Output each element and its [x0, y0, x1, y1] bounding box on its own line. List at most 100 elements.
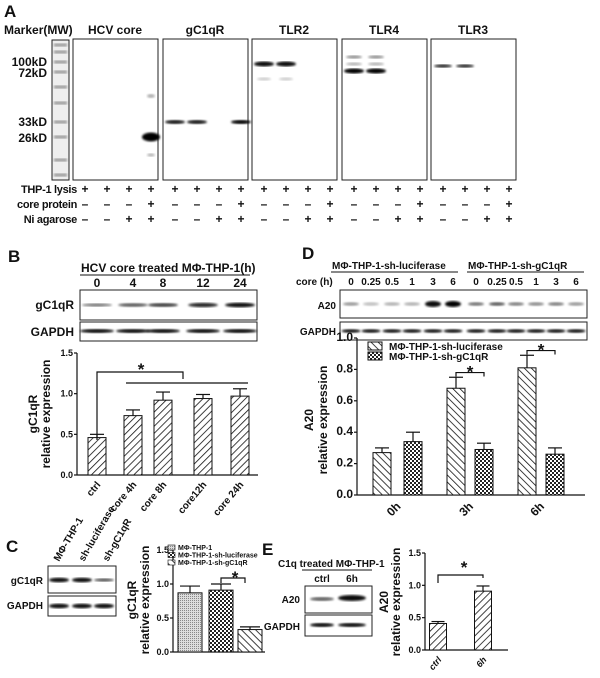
- timepoint-label: 1: [533, 277, 539, 288]
- blot-band: [361, 329, 381, 333]
- blot-band: [425, 301, 441, 307]
- blot-band: [404, 302, 420, 306]
- significance-star: *: [232, 568, 239, 587]
- condition-value: +: [304, 212, 311, 226]
- significance-bracket: [96, 371, 184, 440]
- y-tick-label: 0.0: [408, 645, 421, 655]
- timepoint-label: 0: [473, 277, 479, 288]
- blot-gapdh-d: [339, 321, 588, 341]
- condition-value: –: [440, 197, 447, 211]
- condition-value: +: [483, 212, 490, 226]
- blot-band: [468, 302, 484, 306]
- marker-band: [54, 173, 67, 177]
- y-tick-label: 1.5: [408, 548, 421, 558]
- mw-label: 100kD: [12, 55, 48, 69]
- bar: [153, 399, 173, 476]
- blot-band: [142, 132, 160, 142]
- blot-band: [443, 329, 463, 333]
- panel-b: B HCV core treated MΦ-THP-1(h) 0 4 8 12 24 g…: [8, 247, 258, 518]
- condition-value: –: [283, 212, 290, 226]
- panel-d: D MΦ-THP-1-sh-luciferase MΦ-THP-1-sh-gC1…: [296, 244, 588, 519]
- blot-band: [466, 329, 486, 333]
- legend-swatch: [167, 544, 176, 551]
- timepoint-label: 0: [348, 277, 354, 288]
- timepoint-label: 6: [573, 277, 579, 288]
- blot-band: [147, 153, 155, 157]
- blot-a20-d: [339, 289, 588, 319]
- blot-band: [508, 302, 524, 306]
- marker-lane: [51, 39, 70, 181]
- legend-swatch: [367, 341, 383, 351]
- blot-band: [118, 303, 148, 307]
- y-axis-label: A20: [302, 409, 316, 431]
- blot-band: [346, 62, 362, 66]
- condition-value: –: [216, 197, 223, 211]
- condition-value: +: [350, 182, 357, 196]
- marker-band: [54, 85, 67, 89]
- blot-row-label: A20: [318, 301, 337, 312]
- blot-band: [363, 302, 379, 306]
- condition-value: –: [172, 212, 179, 226]
- x-tick-label: 6h: [527, 499, 547, 519]
- blot-band: [445, 301, 461, 307]
- condition-value: –: [484, 197, 491, 211]
- legend-swatch: [167, 552, 176, 558]
- significance-star: *: [467, 363, 474, 382]
- blot-band: [257, 77, 271, 81]
- blot-row-label: GAPDH: [264, 622, 300, 633]
- blot-band: [338, 595, 366, 601]
- condition-value: –: [305, 197, 312, 211]
- condition-value: +: [260, 182, 267, 196]
- y-tick-label: 0.2: [336, 456, 353, 470]
- bar: [446, 387, 466, 496]
- bar: [545, 453, 565, 496]
- x-tick-label: 6h: [474, 654, 489, 669]
- panel-label-a: A: [4, 2, 16, 21]
- blot-band: [231, 120, 251, 124]
- condition-value: +: [326, 197, 333, 211]
- significance-bracket: [437, 574, 484, 583]
- panel-label-c: C: [6, 537, 18, 556]
- condition-label: Ni agarose: [24, 214, 77, 226]
- condition-value: +: [103, 182, 110, 196]
- blot-box: [251, 38, 338, 181]
- condition-value: +: [125, 182, 132, 196]
- blot-band: [187, 120, 207, 124]
- blot-band: [80, 329, 114, 333]
- blot-band: [568, 302, 584, 306]
- x-tick-label: 3h: [456, 499, 476, 519]
- significance-bracket: [526, 349, 556, 355]
- condition-value: +: [282, 182, 289, 196]
- y-tick-label: 1.5: [60, 348, 73, 358]
- y-tick-label: 1.0: [156, 579, 169, 589]
- condition-value: +: [147, 182, 154, 196]
- panel-label-d: D: [302, 244, 314, 263]
- blot-band: [254, 61, 274, 67]
- timepoint-label: 0.25: [361, 277, 381, 288]
- legend-label: MΦ-THP-1-sh-gC1qR: [178, 560, 248, 567]
- bar: [429, 622, 447, 651]
- blot-title: TLR3: [458, 23, 488, 37]
- bar: [87, 437, 107, 476]
- x-tick-label: 0h: [384, 499, 404, 519]
- marker-band: [54, 120, 67, 124]
- legend-swatch: [367, 351, 383, 361]
- timepoint-label: 4: [130, 276, 137, 290]
- y-tick-label: 0.8: [336, 361, 353, 375]
- timepoint-label: 0.25: [487, 277, 507, 288]
- condition-value: +: [237, 212, 244, 226]
- condition-value: –: [440, 212, 447, 226]
- bar: [230, 395, 250, 476]
- y-axis-label: gC1qR: [125, 580, 139, 619]
- condition-value: +: [326, 182, 333, 196]
- condition-value: –: [351, 197, 358, 211]
- mw-label: 33kD: [18, 115, 47, 129]
- blot-band: [526, 329, 546, 333]
- x-tick-label: core12h: [176, 480, 209, 516]
- blot-band: [165, 120, 185, 124]
- condition-value: –: [373, 212, 380, 226]
- bar: [372, 452, 392, 496]
- condition-value: +: [171, 182, 178, 196]
- blot-band: [186, 329, 220, 333]
